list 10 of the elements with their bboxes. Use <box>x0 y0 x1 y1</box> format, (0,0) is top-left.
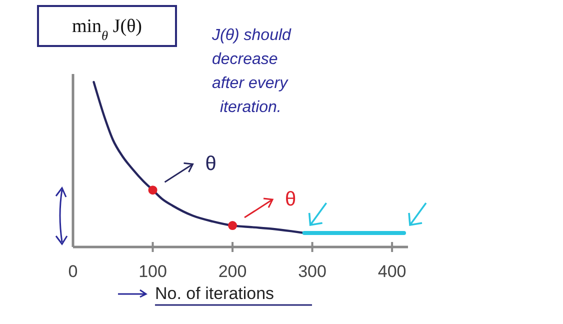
x-tick-label: 400 <box>378 262 406 281</box>
x-axis-title: No. of iterations <box>155 284 274 303</box>
annotation: J(θ) should decrease after every iteration. <box>211 27 292 116</box>
x-tick-label: 200 <box>218 262 247 281</box>
annotation: θ <box>205 153 216 176</box>
x-tick-label: 100 <box>138 262 167 281</box>
x-tick-label: 0 <box>68 262 78 281</box>
chart-title: min$_{θ}$ J(θ) <box>72 16 142 42</box>
annotation: θ <box>284 188 296 211</box>
x-tick-label: 300 <box>298 262 326 281</box>
